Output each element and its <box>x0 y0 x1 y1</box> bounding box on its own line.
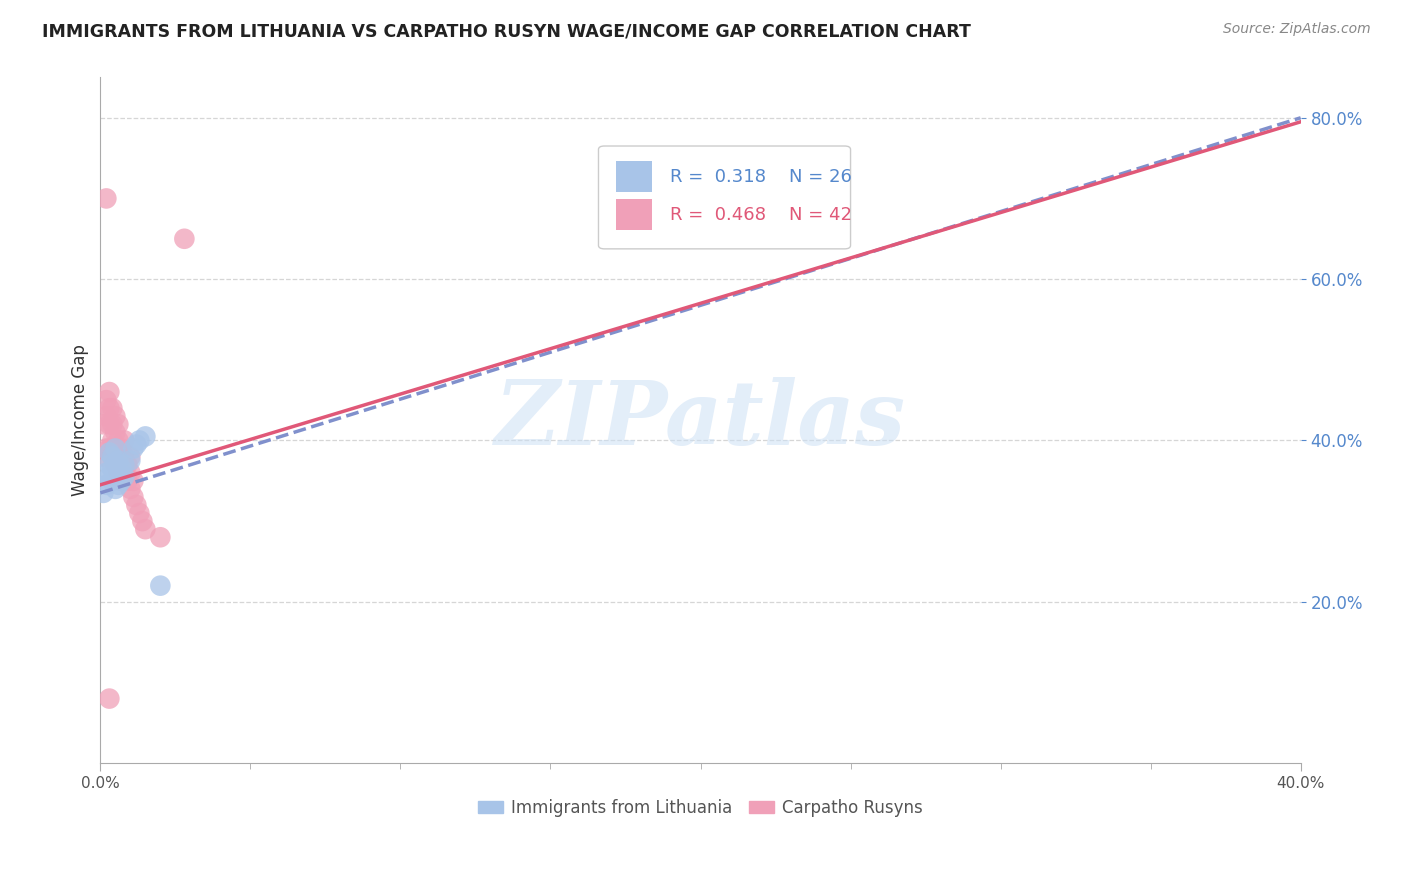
Point <box>93 417 115 432</box>
FancyBboxPatch shape <box>599 146 851 249</box>
Text: IMMIGRANTS FROM LITHUANIA VS CARPATHO RUSYN WAGE/INCOME GAP CORRELATION CHART: IMMIGRANTS FROM LITHUANIA VS CARPATHO RU… <box>42 22 972 40</box>
Text: Source: ZipAtlas.com: Source: ZipAtlas.com <box>1223 22 1371 37</box>
Point <box>110 458 132 472</box>
Point <box>125 437 148 451</box>
Point <box>122 490 145 504</box>
Point <box>112 458 135 472</box>
Point <box>101 474 124 488</box>
Point <box>112 434 135 448</box>
Point <box>112 466 135 480</box>
FancyBboxPatch shape <box>616 161 652 193</box>
Point <box>93 486 115 500</box>
Point <box>107 434 129 448</box>
Point <box>98 469 121 483</box>
Point <box>98 417 121 432</box>
Point <box>101 417 124 432</box>
Point <box>98 691 121 706</box>
Text: ZIPatlas: ZIPatlas <box>495 377 905 464</box>
Point <box>131 514 153 528</box>
Point <box>98 442 121 456</box>
Point <box>117 474 139 488</box>
Point <box>125 498 148 512</box>
Point <box>96 478 118 492</box>
Point <box>98 385 121 400</box>
Text: R =  0.318    N = 26: R = 0.318 N = 26 <box>671 168 852 186</box>
Point <box>107 453 129 467</box>
Point <box>120 453 142 467</box>
Point <box>96 442 118 456</box>
Point <box>173 232 195 246</box>
Point <box>101 450 124 464</box>
Point <box>104 458 127 472</box>
Point <box>104 442 127 456</box>
Point <box>101 450 124 464</box>
Point <box>104 442 127 456</box>
FancyBboxPatch shape <box>616 199 652 230</box>
Point <box>128 506 150 520</box>
Point <box>117 458 139 472</box>
Point <box>128 434 150 448</box>
Point <box>107 478 129 492</box>
Point <box>104 409 127 424</box>
Point <box>134 522 156 536</box>
Point <box>96 191 118 205</box>
Point <box>149 530 172 544</box>
Point <box>110 461 132 475</box>
Point <box>112 450 135 464</box>
Point <box>101 401 124 416</box>
Point <box>107 450 129 464</box>
Text: R =  0.468    N = 42: R = 0.468 N = 42 <box>671 205 852 224</box>
Point <box>134 429 156 443</box>
Point <box>107 417 129 432</box>
Point <box>96 409 118 424</box>
Point <box>98 401 121 416</box>
Point <box>96 466 118 480</box>
Point <box>104 425 127 440</box>
Point <box>107 466 129 480</box>
Point <box>112 469 135 483</box>
Point <box>110 442 132 456</box>
Point <box>120 482 142 496</box>
Point <box>98 458 121 472</box>
Point <box>101 461 124 475</box>
Point <box>104 458 127 472</box>
Point <box>104 469 127 483</box>
Legend: Immigrants from Lithuania, Carpatho Rusyns: Immigrants from Lithuania, Carpatho Rusy… <box>471 792 929 823</box>
Point <box>107 466 129 480</box>
Y-axis label: Wage/Income Gap: Wage/Income Gap <box>72 344 89 496</box>
Point <box>110 474 132 488</box>
Point <box>120 450 142 464</box>
Point <box>93 450 115 464</box>
Point <box>101 434 124 448</box>
Point <box>96 393 118 408</box>
Point <box>104 482 127 496</box>
Point <box>98 445 121 459</box>
Point <box>149 579 172 593</box>
Point <box>120 466 142 480</box>
Point <box>122 474 145 488</box>
Point <box>122 442 145 456</box>
Point <box>110 474 132 488</box>
